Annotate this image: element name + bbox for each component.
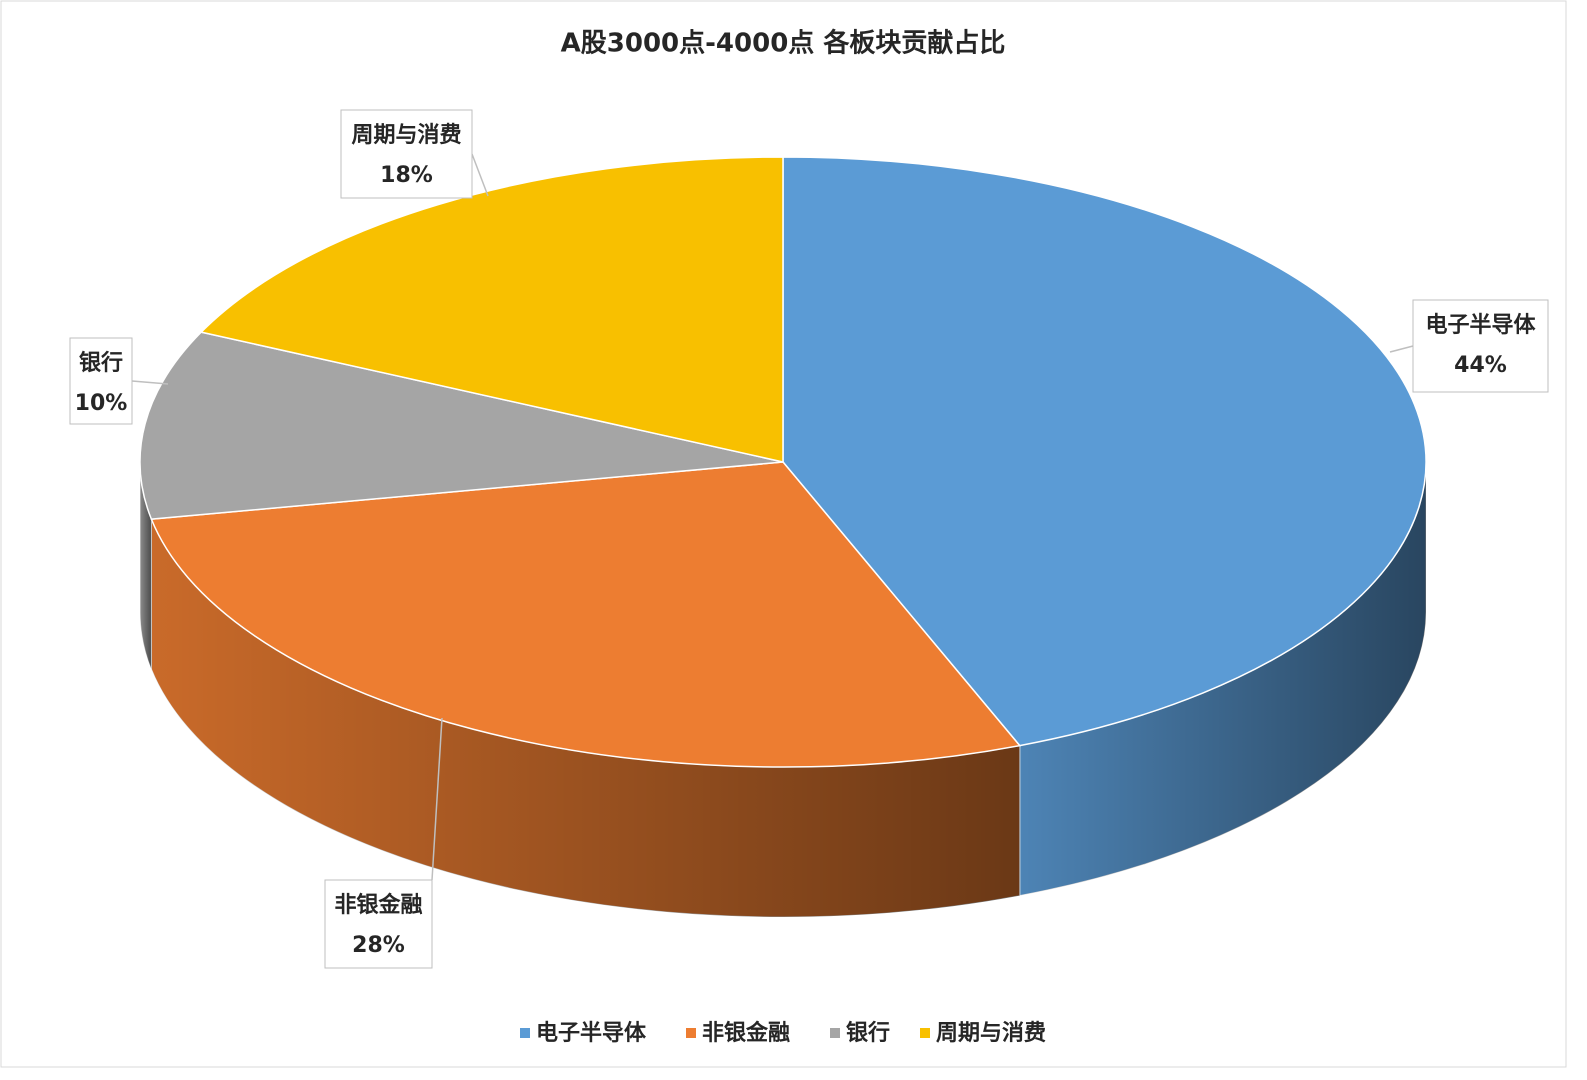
legend: 电子半导体 非银金融 银行 周期与消费 (520, 1020, 1046, 1046)
legend-swatch (920, 1028, 930, 1038)
legend-swatch (686, 1028, 696, 1038)
label-category: 非银金融 (334, 892, 422, 918)
label-box (324, 879, 433, 969)
legend-swatch (830, 1028, 840, 1038)
pie-sides (139, 461, 1427, 918)
pie-side-shade (151, 519, 1020, 918)
pie-slice (139, 331, 784, 520)
legend-label: 银行 (846, 1020, 890, 1046)
label-category: 银行 (79, 350, 123, 376)
label-value: 44% (1454, 353, 1507, 378)
pie-tops (139, 156, 1427, 768)
pie-slice (199, 156, 784, 463)
pie-side-shade (1019, 462, 1426, 896)
label-category: 周期与消费 (351, 123, 461, 148)
legend-label: 电子半导体 (536, 1021, 647, 1046)
label-box (1412, 299, 1549, 393)
legend-swatch (520, 1028, 530, 1038)
leader-line (131, 380, 169, 385)
leader-line (431, 717, 443, 881)
label-value: 10% (75, 391, 128, 416)
leader-line (1389, 345, 1414, 353)
leader-line (471, 153, 489, 197)
pie-slice (782, 156, 1427, 747)
label-box (69, 337, 133, 425)
data-labels: 电子半导体 44% 非银金融 28% 银行 10% 周期与消费 18% (69, 109, 1549, 969)
label-value: 18% (380, 163, 433, 188)
label-value: 28% (352, 933, 405, 958)
label-category: 电子半导体 (1425, 313, 1536, 338)
pie-slice (150, 461, 1022, 768)
chart-title: A股3000点-4000点 各板块贡献占比 (561, 28, 1006, 59)
label-box (340, 109, 473, 199)
legend-label: 非银金融 (702, 1020, 790, 1046)
legend-label: 周期与消费 (936, 1021, 1046, 1046)
